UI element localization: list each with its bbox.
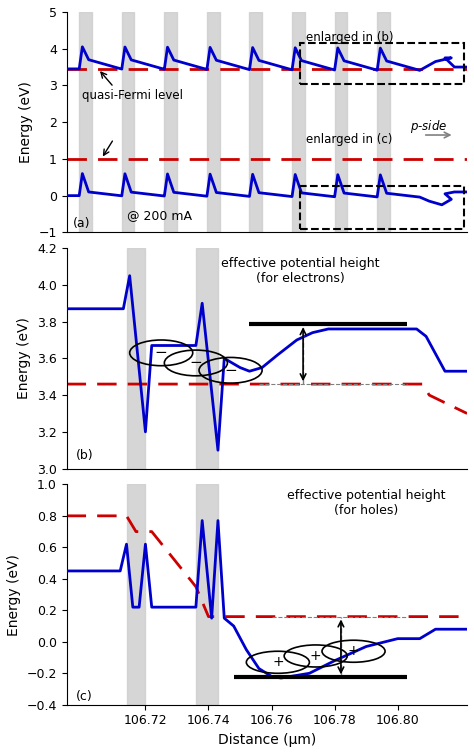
Text: (b): (b) <box>76 449 94 462</box>
Text: (a): (a) <box>73 217 91 230</box>
Bar <box>207 12 219 232</box>
Text: effective potential height
(for electrons): effective potential height (for electron… <box>221 257 379 285</box>
X-axis label: Distance (μm): Distance (μm) <box>218 733 316 747</box>
Text: +: + <box>348 644 359 658</box>
Text: enlarged in (c): enlarged in (c) <box>306 133 392 146</box>
Bar <box>196 484 218 705</box>
Y-axis label: Energy (eV): Energy (eV) <box>19 81 33 163</box>
Bar <box>300 186 464 228</box>
Bar <box>300 43 464 84</box>
Bar <box>127 484 146 705</box>
Y-axis label: Energy (eV): Energy (eV) <box>18 317 31 400</box>
Bar <box>164 12 177 232</box>
Text: $p$-side: $p$-side <box>410 118 447 135</box>
Bar <box>249 12 262 232</box>
Bar <box>196 248 218 468</box>
Text: −: − <box>190 355 202 370</box>
Bar <box>122 12 135 232</box>
Y-axis label: Energy (eV): Energy (eV) <box>7 553 21 636</box>
Bar <box>127 248 146 468</box>
Text: +: + <box>310 649 321 663</box>
Text: @ 200 mA: @ 200 mA <box>127 210 191 222</box>
Text: +: + <box>272 655 283 670</box>
Text: enlarged in (b): enlarged in (b) <box>306 31 394 44</box>
Text: (c): (c) <box>76 690 93 703</box>
Bar <box>335 12 347 232</box>
Text: effective potential height
(for holes): effective potential height (for holes) <box>287 489 446 517</box>
Bar <box>292 12 305 232</box>
Text: −: − <box>224 363 237 378</box>
Text: −: − <box>155 345 168 360</box>
Text: quasi-Fermi level: quasi-Fermi level <box>82 89 183 102</box>
Bar <box>79 12 92 232</box>
Bar <box>377 12 390 232</box>
